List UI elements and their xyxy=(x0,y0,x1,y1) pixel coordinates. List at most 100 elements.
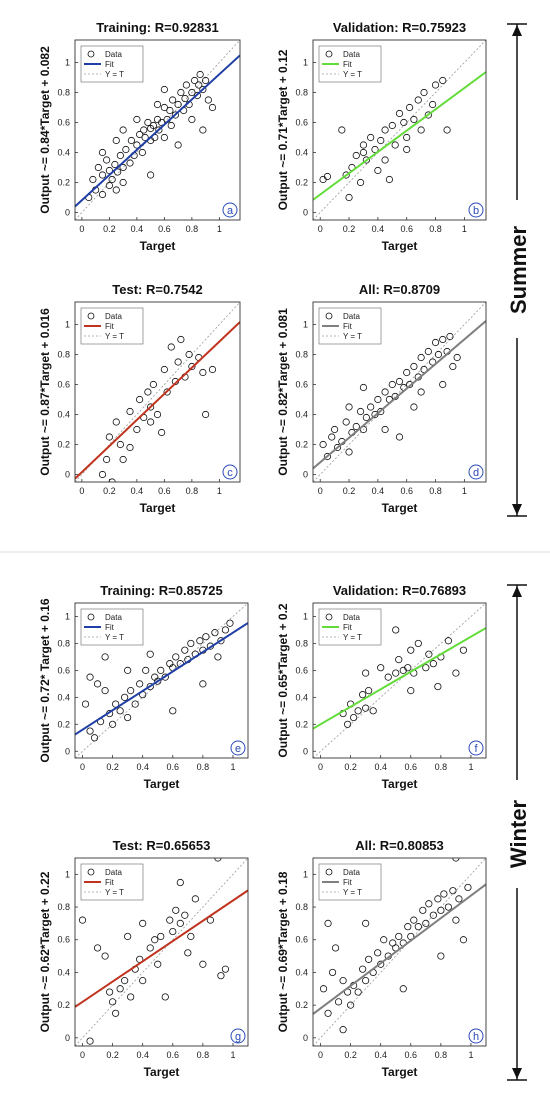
data-point xyxy=(141,133,149,142)
x-tick-label: 0.2 xyxy=(343,224,356,234)
data-point xyxy=(144,388,152,396)
data-point xyxy=(184,949,192,957)
data-point xyxy=(331,425,339,434)
season-arrowhead-bottom xyxy=(512,504,522,515)
data-point xyxy=(154,960,162,968)
data-point xyxy=(101,687,109,695)
data-point xyxy=(98,171,107,179)
plot-frame xyxy=(312,39,487,221)
y-tick-label: 0.2 xyxy=(57,1000,70,1010)
data-point xyxy=(439,76,447,85)
data-point xyxy=(112,136,120,145)
legend-fit-label: Fit xyxy=(105,322,115,331)
data-point xyxy=(324,1009,332,1017)
data-point xyxy=(185,350,193,359)
data-point xyxy=(449,887,457,895)
legend-data-label: Data xyxy=(343,312,360,321)
data-point xyxy=(424,347,432,356)
data-point xyxy=(377,664,385,672)
data-point xyxy=(395,109,404,118)
panel-d: All: R=0.8709 Output ~= 0.82*Target + 0.0… xyxy=(276,282,487,515)
data-point xyxy=(429,100,437,109)
data-point xyxy=(392,626,400,634)
y-tick-label: 0.2 xyxy=(295,178,308,188)
panel-letter-badge xyxy=(230,1028,246,1044)
x-tick-label: 0.8 xyxy=(197,1050,210,1060)
data-point xyxy=(124,932,132,941)
data-point xyxy=(434,350,443,359)
data-point xyxy=(381,388,389,396)
data-point xyxy=(151,936,159,944)
data-point xyxy=(167,121,175,130)
data-point xyxy=(381,156,389,164)
data-point xyxy=(147,403,155,411)
data-point xyxy=(388,380,396,389)
data-point xyxy=(177,335,185,344)
panel-g: Test: R=0.65653 Output ~= 0.62*Target + 0… xyxy=(38,838,249,1079)
data-point xyxy=(121,693,129,701)
x-axis-label: Target xyxy=(382,777,418,791)
data-point xyxy=(154,677,162,685)
data-point xyxy=(369,707,377,715)
data-point xyxy=(347,1001,355,1009)
data-point xyxy=(395,656,403,664)
legend-data-marker xyxy=(87,312,95,320)
x-axis-label: Target xyxy=(382,1065,418,1079)
data-point xyxy=(410,362,418,371)
data-point xyxy=(109,720,117,728)
data-point xyxy=(444,903,452,911)
data-point xyxy=(455,895,463,903)
data-point xyxy=(176,919,184,927)
data-point xyxy=(191,895,199,903)
data-point xyxy=(431,338,440,347)
data-point xyxy=(323,172,332,181)
x-tick-label: 0.6 xyxy=(158,486,171,496)
legend-data-label: Data xyxy=(343,50,360,59)
x-tick-label: 0.8 xyxy=(186,224,199,234)
data-point xyxy=(342,418,350,426)
data-point xyxy=(424,111,432,119)
plot-frame xyxy=(312,857,487,1047)
y-tick-label: 0.4 xyxy=(295,967,308,977)
data-point xyxy=(89,175,97,184)
legend-fit-label: Fit xyxy=(105,623,115,632)
data-point xyxy=(172,653,180,661)
data-point xyxy=(400,118,408,127)
x-tick-label: 0.4 xyxy=(131,224,144,234)
x-tick-label: 1 xyxy=(217,486,222,496)
data-point xyxy=(188,362,196,371)
panel-letter-badge xyxy=(468,464,484,480)
y-tick-label: 1 xyxy=(303,320,308,330)
data-point xyxy=(414,923,422,931)
season-arrowhead-top xyxy=(512,25,522,36)
data-point xyxy=(157,932,165,941)
x-tick-label: 0 xyxy=(79,224,84,234)
data-point xyxy=(345,403,353,411)
data-point xyxy=(350,713,358,722)
x-tick-label: 0 xyxy=(318,762,323,772)
panel-title: All: R=0.8709 xyxy=(359,282,440,297)
x-tick-label: 1 xyxy=(462,486,467,496)
y-tick-label: 0.2 xyxy=(57,440,70,450)
data-point xyxy=(204,96,212,104)
data-point xyxy=(324,919,332,927)
data-point xyxy=(367,403,375,411)
data-point xyxy=(94,163,102,172)
y-tick-label: 0.6 xyxy=(295,665,308,675)
data-point xyxy=(182,81,190,89)
data-point xyxy=(121,977,129,985)
y-axis-label: Output ~= 0.69*Target + 0.18 xyxy=(276,871,290,1032)
panel-c: Test: R=0.7542 Output ~= 0.87*Target + 0.… xyxy=(38,282,241,515)
data-point xyxy=(136,395,144,404)
x-tick-label: 0.2 xyxy=(344,1050,357,1060)
data-point xyxy=(414,639,422,648)
data-point xyxy=(453,353,461,362)
y-axis-label: Output ~= 0.72* Target + 0.16 xyxy=(38,598,52,763)
data-point xyxy=(404,923,412,931)
panel-e: Training: R=0.85725 Output ~= 0.72* Targe… xyxy=(38,583,249,791)
data-point xyxy=(86,673,94,681)
data-point xyxy=(181,911,189,919)
